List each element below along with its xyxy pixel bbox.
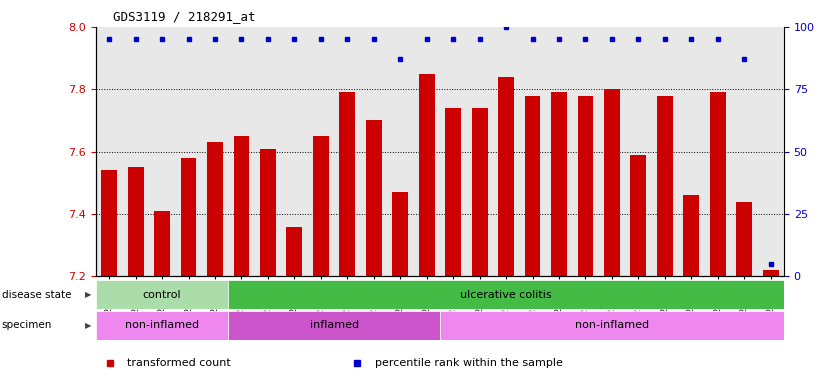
Bar [181,158,197,276]
Bar [229,311,440,340]
Bar [498,77,514,276]
Bar [472,108,488,276]
Bar [366,121,382,276]
Text: ▶: ▶ [85,290,92,299]
Text: GDS3119 / 218291_at: GDS3119 / 218291_at [113,10,255,23]
Bar [577,96,594,276]
Bar [445,108,461,276]
Text: non-inflamed: non-inflamed [575,320,649,331]
Bar [260,149,276,276]
Bar [128,167,143,276]
Text: inflamed: inflamed [309,320,359,331]
Bar [736,202,752,276]
Bar [683,195,699,276]
Bar [525,96,540,276]
Bar [286,227,302,276]
Text: transformed count: transformed count [127,358,231,368]
Text: specimen: specimen [2,320,52,331]
Bar [631,155,646,276]
Text: disease state: disease state [2,290,71,300]
Bar [604,89,620,276]
Bar [207,142,223,276]
Bar [234,136,249,276]
Text: ulcerative colitis: ulcerative colitis [460,290,552,300]
Bar [154,211,170,276]
Bar [763,270,779,276]
Bar [392,192,408,276]
Bar [313,136,329,276]
Text: control: control [143,290,181,300]
Bar [710,93,726,276]
Bar [229,280,784,309]
Bar [96,311,229,340]
Bar [419,74,435,276]
Bar [101,170,117,276]
Bar [96,280,229,309]
Bar [339,93,355,276]
Text: non-inflamed: non-inflamed [125,320,199,331]
Bar [440,311,784,340]
Bar [551,93,567,276]
Text: ▶: ▶ [85,321,92,330]
Text: percentile rank within the sample: percentile rank within the sample [374,358,562,368]
Bar [657,96,673,276]
